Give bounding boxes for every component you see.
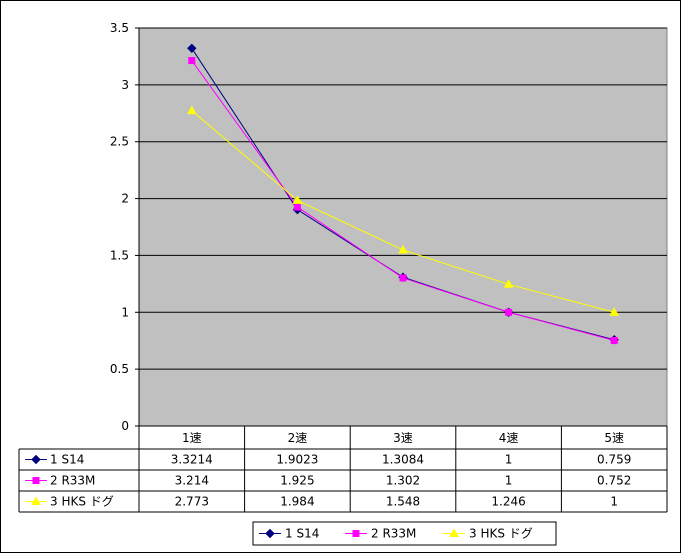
y-tick-label: 2 [121,192,129,206]
legend [252,521,557,546]
table-cell: 1.302 [386,474,420,488]
table-cell: 1 [505,474,513,488]
table-legend-marker-1 [31,454,41,465]
table-cell: 3.214 [175,474,209,488]
legend-label-1: 1 S14 [285,527,319,541]
y-tick-label: 3.5 [110,21,129,35]
x-category-label: 1速 [182,431,202,445]
legend-label-2: 2 R33M [371,527,416,541]
y-tick-label: 2.5 [110,135,129,149]
data-point-s2-1 [188,57,196,65]
table-cell: 1.925 [280,474,314,488]
legend-marker-3 [449,528,459,537]
table-series-name-2: 2 R33M [50,474,95,488]
table-cell: 1 [505,453,513,467]
data-point-s3-5 [609,307,620,316]
y-tick-label: 1 [121,305,129,319]
table-cell: 1 [610,495,618,509]
table-series-name-1: 1 S14 [50,453,84,467]
y-tick-label: 0 [121,419,129,433]
y-tick-label: 3 [121,78,129,92]
table-cell: 1.9023 [276,453,318,467]
table-cell: 1.548 [386,495,420,509]
data-point-s3-3 [398,244,408,254]
table-cell: 0.759 [597,453,631,467]
data-point-s3-1 [186,105,197,115]
y-tick-label: 0.5 [110,362,129,376]
x-category-label: 4速 [499,431,519,445]
y-tick-label: 1.5 [110,248,129,262]
x-category-label: 2速 [288,431,308,445]
data-point-s2-4 [505,308,513,316]
legend-marker-2 [352,530,360,537]
data-point-s2-3 [399,274,407,282]
x-category-label: 3速 [393,431,413,445]
table-series-name-3: 3 HKS ドグ [50,495,114,509]
table-cell: 1.984 [280,495,314,509]
table-cell: 1.246 [491,495,525,509]
table-cell: 0.752 [597,474,631,488]
data-point-s1-1 [187,43,197,54]
x-category-label: 5速 [604,431,624,445]
table-cell: 3.3214 [171,453,213,467]
table-cell: 1.3084 [382,453,424,467]
table-legend-marker-2 [32,477,40,484]
plot-area [138,27,668,427]
data-point-s3-4 [503,279,514,288]
table-cell: 2.773 [175,495,209,509]
data-point-s2-5 [610,336,618,344]
legend-marker-1 [265,528,275,539]
table-legend-marker-3 [31,496,41,505]
legend-label-3: 3 HKS ドグ [469,527,533,541]
data-point-s3-2 [292,195,303,204]
data-point-s2-2 [293,203,301,211]
